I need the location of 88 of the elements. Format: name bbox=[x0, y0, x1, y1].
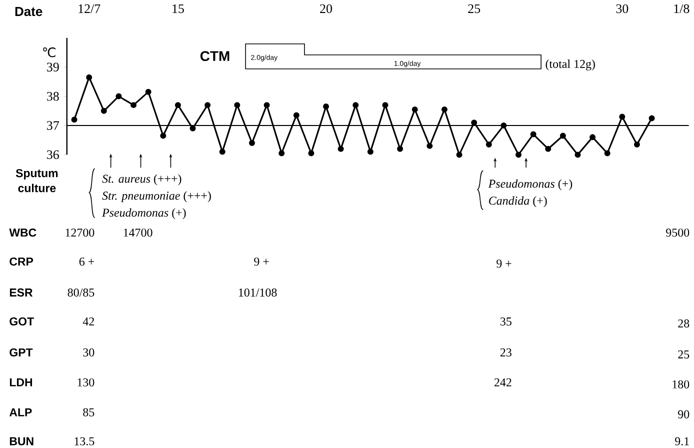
point bbox=[264, 102, 270, 108]
point bbox=[516, 152, 522, 158]
point bbox=[382, 102, 388, 108]
text: 90 bbox=[678, 410, 690, 418]
text: 9.1 bbox=[675, 437, 689, 446]
text: 9500 bbox=[666, 228, 690, 237]
point bbox=[486, 141, 492, 148]
text: LDH bbox=[10, 378, 32, 386]
point bbox=[160, 132, 166, 139]
y-tick-label: 39 bbox=[47, 62, 59, 72]
point bbox=[367, 148, 374, 155]
point bbox=[574, 152, 581, 158]
text: ALP bbox=[9, 408, 32, 416]
point bbox=[412, 106, 418, 112]
text: 13.5 bbox=[74, 437, 94, 446]
text: 6 + bbox=[79, 257, 94, 266]
point bbox=[293, 112, 300, 118]
point bbox=[145, 88, 152, 95]
point bbox=[634, 141, 640, 148]
point bbox=[545, 146, 552, 152]
text: 30 bbox=[83, 348, 94, 356]
annotation: CTM bbox=[200, 51, 230, 61]
text: St. aureus (+++) bbox=[102, 174, 182, 186]
text: Candida (+) bbox=[489, 196, 547, 208]
text: 35 bbox=[500, 317, 512, 326]
text: 9 + bbox=[496, 259, 512, 268]
text: 80/85 bbox=[68, 288, 94, 296]
point bbox=[426, 142, 433, 149]
text: GPT bbox=[10, 348, 33, 356]
point bbox=[397, 146, 404, 152]
point bbox=[441, 106, 448, 112]
point bbox=[338, 146, 344, 152]
point bbox=[323, 103, 330, 110]
text: Str. pneumoniae (+++) bbox=[102, 191, 211, 202]
point bbox=[308, 150, 314, 156]
text: 85 bbox=[83, 408, 94, 416]
y-tick-label: 38 bbox=[47, 92, 59, 101]
point bbox=[278, 150, 285, 156]
text: 180 bbox=[672, 380, 690, 388]
text: ESR bbox=[10, 288, 33, 296]
text: GOT bbox=[10, 317, 34, 326]
x-tick-label: 20 bbox=[320, 4, 332, 13]
x-tick-label: 25 bbox=[468, 4, 480, 13]
point bbox=[648, 115, 655, 122]
x-tick-label: 1/8 bbox=[674, 4, 690, 13]
point bbox=[456, 152, 462, 158]
point bbox=[100, 108, 107, 114]
text: Pseudomonas (+) bbox=[488, 179, 572, 190]
y-tick-label: 36 bbox=[47, 150, 59, 159]
text: 12700 bbox=[66, 228, 94, 237]
point bbox=[174, 102, 181, 108]
text: CRP bbox=[10, 257, 34, 266]
point bbox=[248, 140, 255, 146]
annotation: (total 12g) bbox=[546, 59, 595, 70]
x-tick-label: 12/7 bbox=[78, 4, 100, 13]
point bbox=[500, 122, 507, 128]
text: WBC bbox=[9, 228, 36, 237]
point bbox=[619, 114, 626, 120]
point bbox=[560, 132, 566, 139]
text: 42 bbox=[82, 317, 94, 326]
point bbox=[352, 102, 359, 108]
text: 25 bbox=[678, 350, 690, 358]
x-tick-label: 30 bbox=[616, 4, 628, 13]
point bbox=[234, 102, 240, 108]
text: 130 bbox=[78, 378, 94, 386]
point bbox=[71, 116, 78, 123]
text: 9 + bbox=[254, 257, 269, 266]
point bbox=[204, 102, 211, 108]
y-tick-label: 37 bbox=[47, 121, 59, 130]
point bbox=[130, 102, 137, 108]
x-tick-label: 15 bbox=[172, 4, 184, 13]
point bbox=[471, 119, 478, 126]
text: Sputum culture bbox=[16, 169, 58, 192]
point bbox=[604, 150, 610, 156]
x-axis-title: Date bbox=[15, 6, 42, 16]
text: Pseudomonas (+) bbox=[102, 208, 186, 220]
text: 23 bbox=[500, 348, 512, 356]
text: 28 bbox=[678, 319, 690, 328]
text: 242 bbox=[494, 378, 512, 386]
point bbox=[590, 134, 596, 140]
text: BUN bbox=[10, 437, 34, 446]
point bbox=[116, 93, 122, 100]
text: 101/108 bbox=[238, 288, 277, 296]
point bbox=[86, 74, 92, 80]
text: 14700 bbox=[124, 228, 152, 237]
y-axis-title: ℃ bbox=[43, 47, 56, 58]
point bbox=[530, 131, 536, 138]
point bbox=[219, 148, 226, 155]
